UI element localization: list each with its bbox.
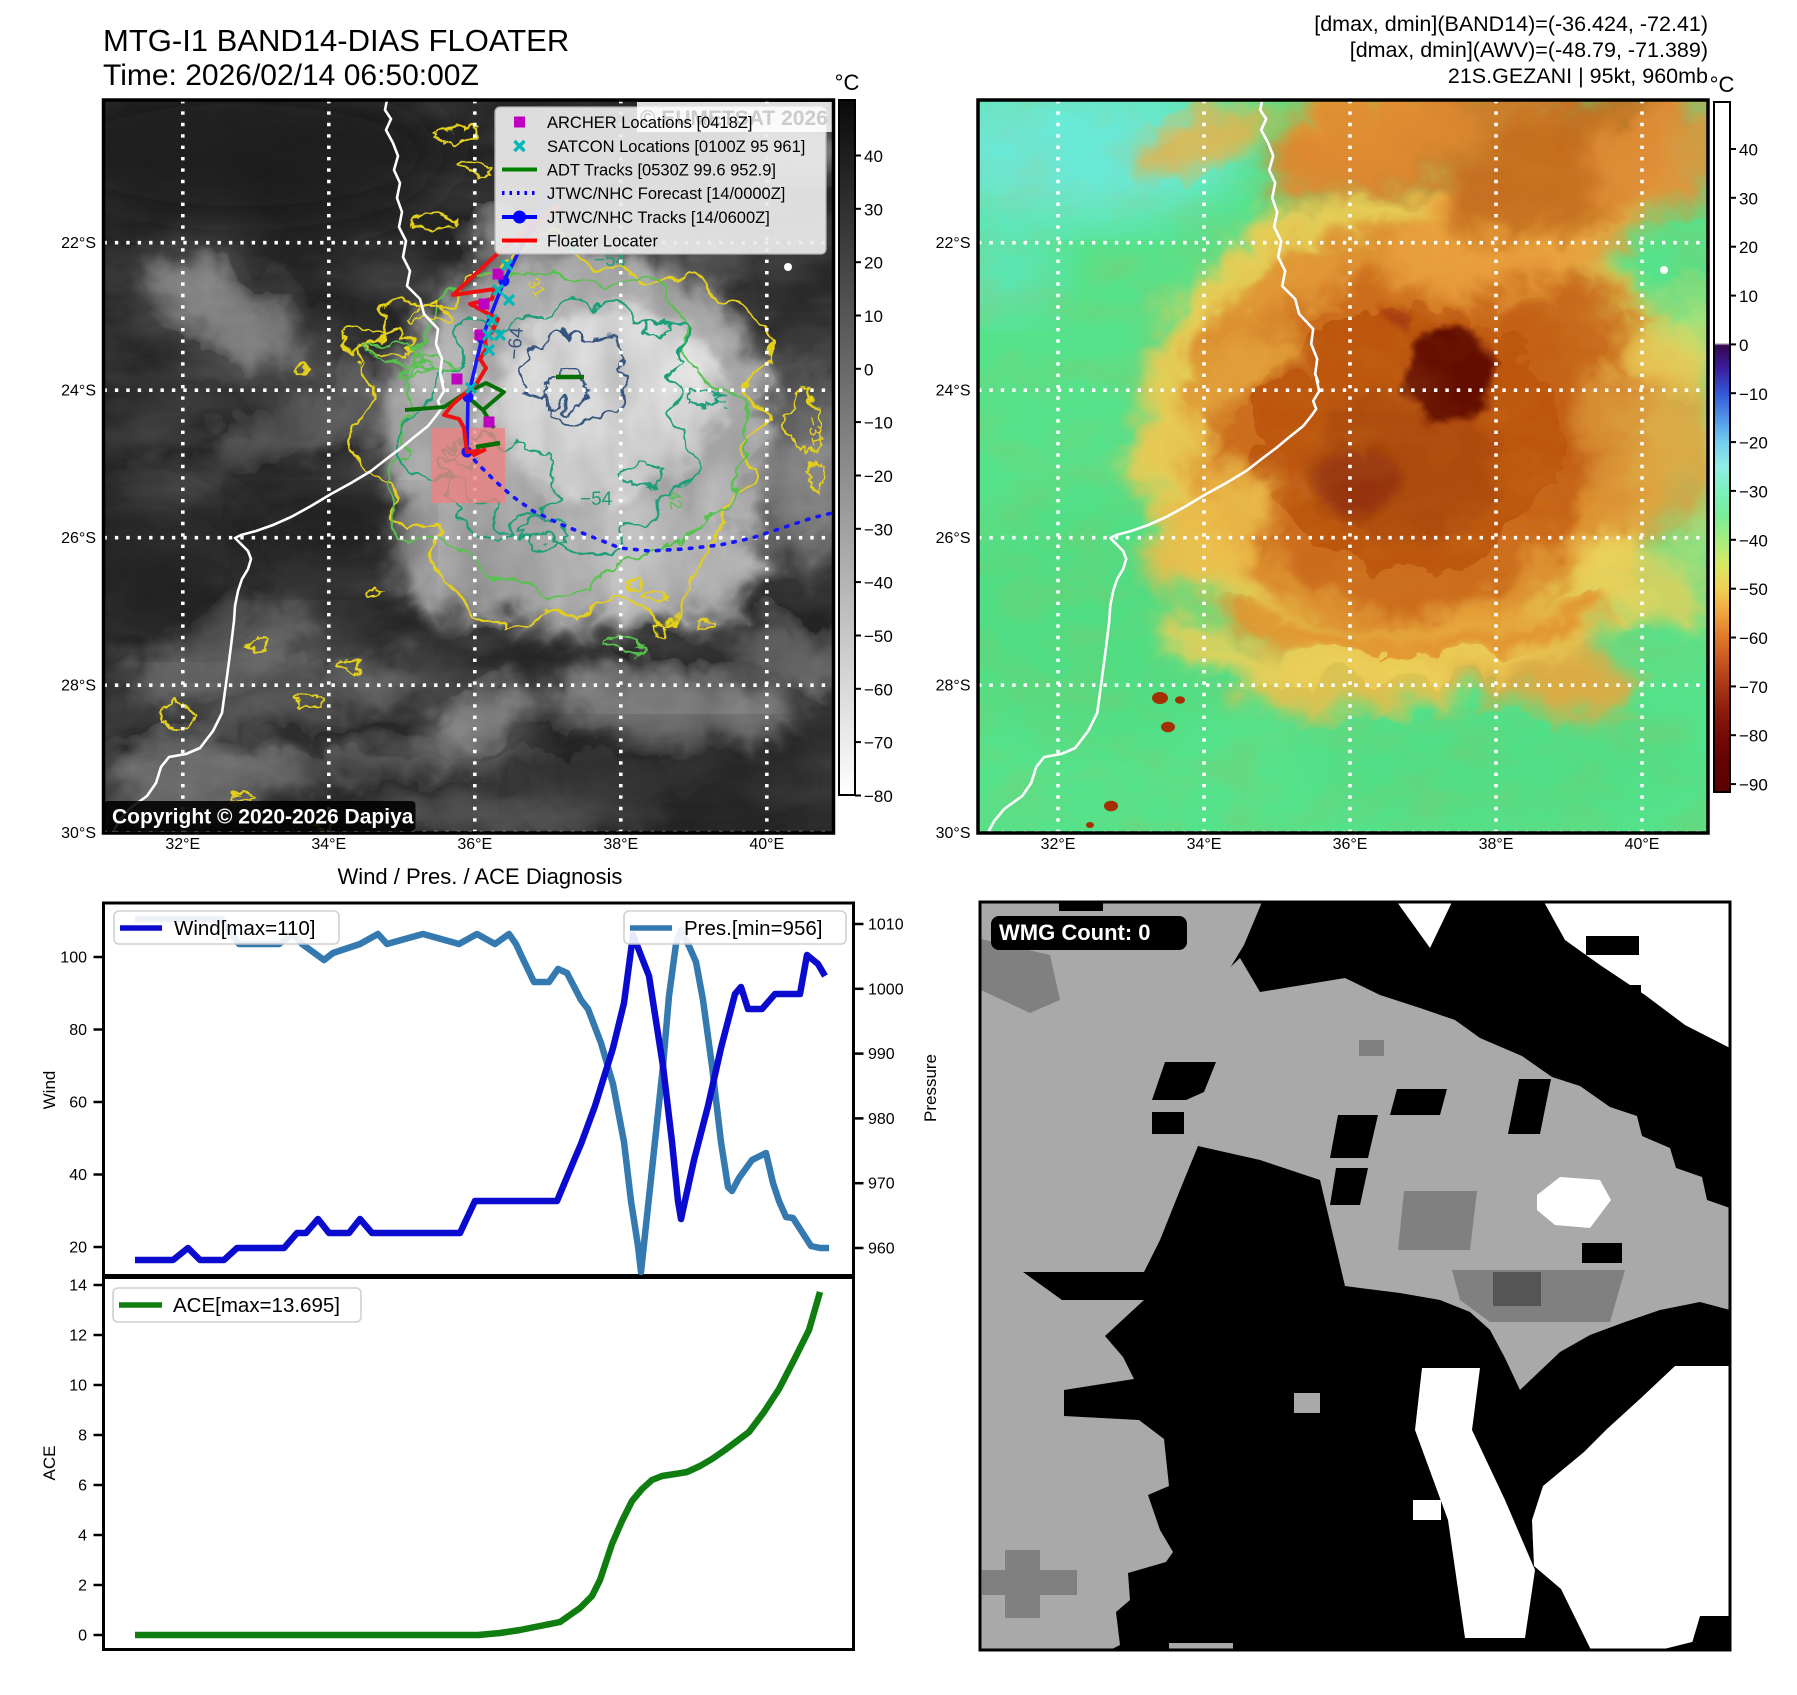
svg-text:14: 14 bbox=[69, 1278, 87, 1295]
svg-text:0: 0 bbox=[78, 1628, 87, 1645]
svg-text:32°E: 32°E bbox=[1041, 836, 1076, 853]
svg-text:28°S: 28°S bbox=[936, 678, 971, 695]
svg-text:−50: −50 bbox=[1739, 580, 1768, 599]
svg-text:1010: 1010 bbox=[868, 917, 904, 934]
svg-text:−20: −20 bbox=[1739, 434, 1768, 453]
svg-text:22°S: 22°S bbox=[936, 235, 971, 252]
svg-text:12: 12 bbox=[69, 1328, 87, 1345]
svg-text:ARCHER Locations [0418Z]: ARCHER Locations [0418Z] bbox=[547, 114, 752, 132]
svg-text:−70: −70 bbox=[864, 734, 893, 753]
svg-text:34°E: 34°E bbox=[1187, 836, 1222, 853]
svg-text:60: 60 bbox=[69, 1095, 87, 1112]
svg-text:40: 40 bbox=[69, 1167, 87, 1184]
svg-text:−40: −40 bbox=[1739, 531, 1768, 550]
svg-text:4: 4 bbox=[78, 1528, 87, 1545]
svg-text:−50: −50 bbox=[864, 627, 893, 646]
svg-text:ACE: ACE bbox=[40, 1446, 59, 1481]
svg-text:38°E: 38°E bbox=[1479, 836, 1514, 853]
svg-text:40°E: 40°E bbox=[1625, 836, 1660, 853]
svg-text:−80: −80 bbox=[1739, 727, 1768, 746]
svg-text:SATCON Locations [0100Z 95 961: SATCON Locations [0100Z 95 961] bbox=[547, 138, 805, 156]
svg-text:JTWC/NHC Forecast [14/0000Z]: JTWC/NHC Forecast [14/0000Z] bbox=[547, 185, 785, 203]
svg-text:32°E: 32°E bbox=[165, 836, 200, 853]
svg-text:−60: −60 bbox=[1739, 629, 1768, 648]
svg-text:20: 20 bbox=[864, 254, 883, 273]
svg-text:30: 30 bbox=[864, 200, 883, 219]
svg-text:Floater Locater: Floater Locater bbox=[547, 233, 658, 251]
svg-text:°C: °C bbox=[1710, 72, 1735, 97]
svg-text:20: 20 bbox=[69, 1240, 87, 1257]
svg-text:30: 30 bbox=[1739, 189, 1758, 208]
svg-text:40: 40 bbox=[864, 147, 883, 166]
svg-text:−40: −40 bbox=[864, 574, 893, 593]
svg-text:20: 20 bbox=[1739, 238, 1758, 257]
svg-text:ACE[max=13.695]: ACE[max=13.695] bbox=[173, 1294, 340, 1317]
svg-text:0: 0 bbox=[864, 360, 873, 379]
svg-text:[dmax, dmin](BAND14)=(-36.424,: [dmax, dmin](BAND14)=(-36.424, -72.41) bbox=[1314, 12, 1708, 36]
svg-text:0: 0 bbox=[1739, 336, 1748, 355]
svg-text:−80: −80 bbox=[864, 787, 893, 806]
svg-text:Wind[max=110]: Wind[max=110] bbox=[174, 917, 315, 940]
svg-text:1000: 1000 bbox=[868, 981, 904, 998]
svg-text:990: 990 bbox=[868, 1046, 895, 1063]
svg-text:100: 100 bbox=[60, 950, 87, 967]
svg-text:−70: −70 bbox=[1739, 678, 1768, 697]
svg-text:10: 10 bbox=[864, 307, 883, 326]
svg-text:26°S: 26°S bbox=[61, 530, 96, 547]
svg-text:8: 8 bbox=[78, 1428, 87, 1445]
svg-text:Pres.[min=956]: Pres.[min=956] bbox=[684, 917, 822, 940]
svg-text:−10: −10 bbox=[1739, 385, 1768, 404]
svg-text:10: 10 bbox=[69, 1378, 87, 1395]
svg-text:Pressure: Pressure bbox=[921, 1054, 940, 1122]
svg-text:Wind: Wind bbox=[40, 1071, 59, 1110]
svg-text:980: 980 bbox=[868, 1111, 895, 1128]
svg-text:80: 80 bbox=[69, 1022, 87, 1039]
svg-text:−64: −64 bbox=[504, 326, 528, 360]
svg-text:−20: −20 bbox=[864, 467, 893, 486]
svg-text:−54: −54 bbox=[580, 489, 613, 510]
svg-text:[dmax, dmin](AWV)=(-48.79, -71: [dmax, dmin](AWV)=(-48.79, -71.389) bbox=[1350, 38, 1708, 62]
svg-text:30°S: 30°S bbox=[61, 825, 96, 842]
svg-text:30°S: 30°S bbox=[936, 825, 971, 842]
svg-text:−90: −90 bbox=[1739, 776, 1768, 795]
svg-text:−30: −30 bbox=[864, 520, 893, 539]
svg-text:−54: −54 bbox=[594, 250, 627, 271]
svg-text:24°S: 24°S bbox=[61, 383, 96, 400]
svg-text:Wind / Pres. / ACE Diagnosis: Wind / Pres. / ACE Diagnosis bbox=[338, 864, 623, 889]
svg-text:Copyright © 2020-2026 Dapiya: Copyright © 2020-2026 Dapiya bbox=[112, 806, 414, 829]
svg-text:26°S: 26°S bbox=[936, 530, 971, 547]
svg-text:Time: 2026/02/14 06:50:00Z: Time: 2026/02/14 06:50:00Z bbox=[103, 59, 479, 92]
svg-text:10: 10 bbox=[1739, 287, 1758, 306]
svg-text:24°S: 24°S bbox=[936, 383, 971, 400]
svg-text:MTG-I1 BAND14-DIAS FLOATER: MTG-I1 BAND14-DIAS FLOATER bbox=[103, 23, 569, 58]
svg-text:28°S: 28°S bbox=[61, 678, 96, 695]
svg-text:© EUMETSAT 2026: © EUMETSAT 2026 bbox=[640, 107, 828, 130]
svg-text:°C: °C bbox=[835, 70, 860, 95]
svg-text:WMG Count: 0: WMG Count: 0 bbox=[999, 920, 1151, 945]
svg-text:−10: −10 bbox=[864, 414, 893, 433]
svg-text:40: 40 bbox=[1739, 141, 1758, 160]
svg-text:40°E: 40°E bbox=[749, 836, 784, 853]
svg-text:38°E: 38°E bbox=[603, 836, 638, 853]
svg-text:ADT Tracks [0530Z 99.6 952.9]: ADT Tracks [0530Z 99.6 952.9] bbox=[547, 162, 776, 180]
svg-text:42: 42 bbox=[664, 489, 686, 511]
svg-text:6: 6 bbox=[78, 1478, 87, 1495]
svg-text:22°S: 22°S bbox=[61, 235, 96, 252]
svg-text:34°E: 34°E bbox=[311, 836, 346, 853]
svg-text:960: 960 bbox=[868, 1241, 895, 1258]
svg-text:36°E: 36°E bbox=[1333, 836, 1368, 853]
svg-text:2: 2 bbox=[78, 1578, 87, 1595]
svg-text:−30: −30 bbox=[1739, 482, 1768, 501]
svg-text:−60: −60 bbox=[864, 680, 893, 699]
svg-text:36°E: 36°E bbox=[457, 836, 492, 853]
svg-text:21S.GEZANI | 95kt, 960mb: 21S.GEZANI | 95kt, 960mb bbox=[1448, 64, 1708, 88]
svg-text:JTWC/NHC Tracks [14/0600Z]: JTWC/NHC Tracks [14/0600Z] bbox=[547, 209, 770, 227]
svg-text:970: 970 bbox=[868, 1176, 895, 1193]
